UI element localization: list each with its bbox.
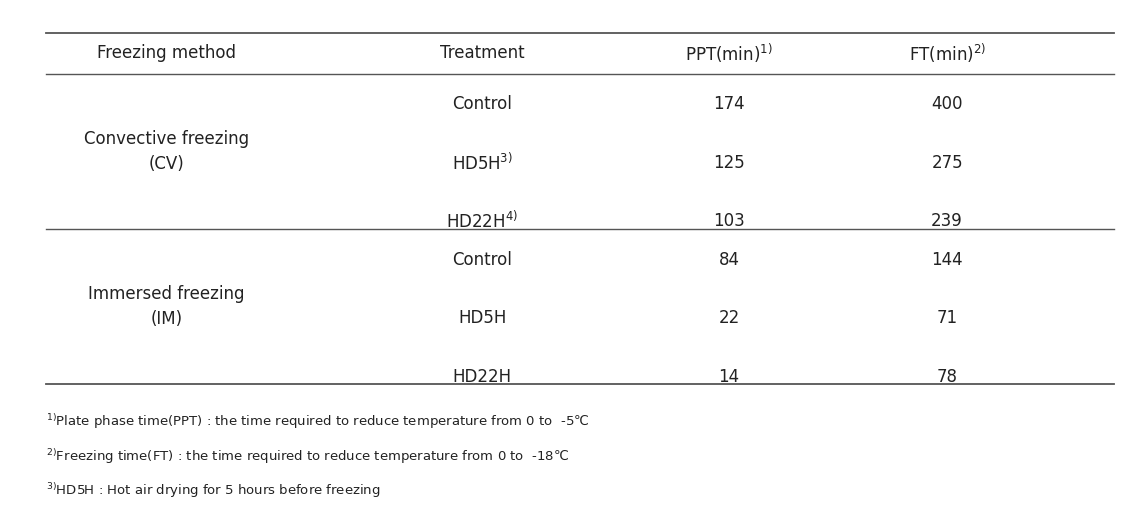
Text: 103: 103 — [713, 212, 745, 231]
Text: 275: 275 — [931, 154, 963, 172]
Text: HD5H$^{3)}$: HD5H$^{3)}$ — [452, 152, 512, 174]
Text: Freezing method: Freezing method — [96, 44, 236, 63]
Text: Convective freezing
(CV): Convective freezing (CV) — [84, 130, 249, 173]
Text: 174: 174 — [713, 95, 745, 114]
Text: HD22H$^{4)}$: HD22H$^{4)}$ — [447, 211, 518, 232]
Text: 239: 239 — [931, 212, 963, 231]
Text: Treatment: Treatment — [440, 44, 525, 63]
Text: $^{2)}$Freezing time(FT) : the time required to reduce temperature from 0 to  -1: $^{2)}$Freezing time(FT) : the time requ… — [46, 447, 569, 466]
Text: FT(min)$^{2)}$: FT(min)$^{2)}$ — [908, 42, 986, 65]
Text: 400: 400 — [931, 95, 963, 114]
Text: 78: 78 — [937, 367, 957, 386]
Text: HD22H: HD22H — [452, 367, 512, 386]
Text: PPT(min)$^{1)}$: PPT(min)$^{1)}$ — [685, 42, 773, 65]
Text: Immersed freezing
(IM): Immersed freezing (IM) — [88, 285, 245, 328]
Text: Control: Control — [452, 250, 512, 269]
Text: HD5H: HD5H — [458, 309, 506, 327]
Text: 84: 84 — [719, 250, 739, 269]
Text: 125: 125 — [713, 154, 745, 172]
Text: Control: Control — [452, 95, 512, 114]
Text: $^{1)}$Plate phase time(PPT) : the time required to reduce temperature from 0 to: $^{1)}$Plate phase time(PPT) : the time … — [46, 412, 589, 431]
Text: $^{3)}$HD5H : Hot air drying for 5 hours before freezing: $^{3)}$HD5H : Hot air drying for 5 hours… — [46, 482, 380, 500]
Text: 71: 71 — [937, 309, 957, 327]
Text: 22: 22 — [719, 309, 739, 327]
Text: 14: 14 — [719, 367, 739, 386]
Text: 144: 144 — [931, 250, 963, 269]
